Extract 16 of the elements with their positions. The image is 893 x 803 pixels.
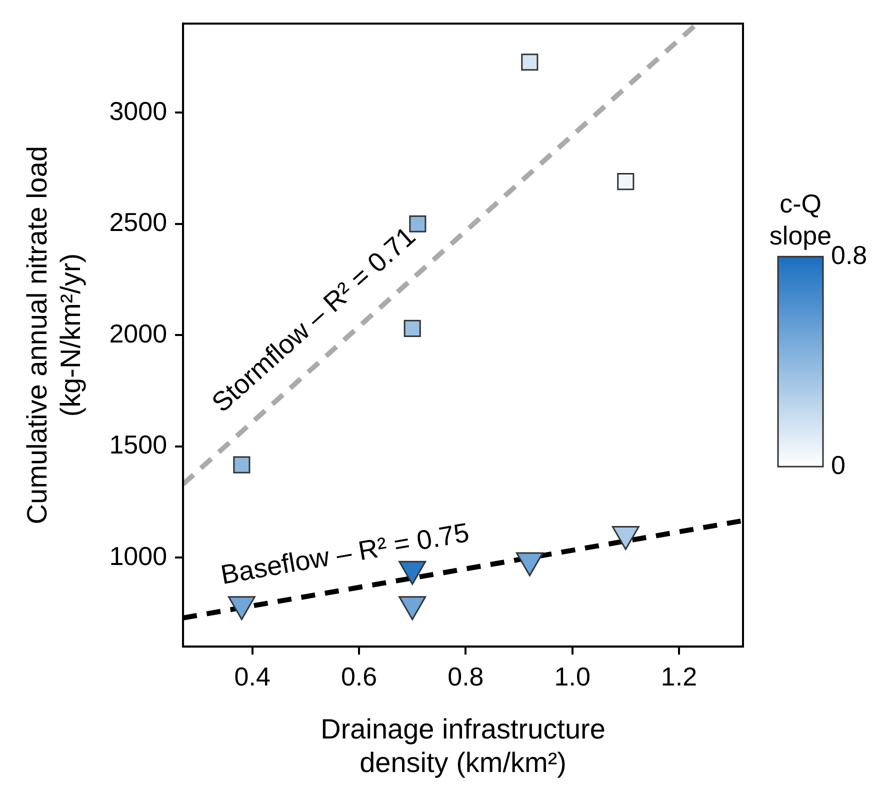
- x-tick-label: 0.6: [340, 661, 378, 692]
- y-axis-title: Cumulative annual nitrate load (kg-N/km²/yr): [22, 146, 86, 524]
- y-tick-label: 1000: [109, 540, 168, 571]
- x-axis-title: Drainage infrastructure density (km/km²): [320, 713, 606, 778]
- x-tick-label: 0.4: [234, 661, 270, 692]
- color-bar-label: 0: [831, 450, 846, 480]
- y-tick-label: 1500: [109, 430, 168, 460]
- color-bar-title: c-Q slope: [769, 188, 832, 251]
- x-tick-label: 1.0: [554, 661, 590, 692]
- x-tick-label: 1.2: [660, 661, 698, 692]
- y-tick-label: 2500: [109, 207, 168, 238]
- color-bar-label: 0.8: [831, 240, 868, 270]
- x-tick-label: 0.8: [448, 661, 484, 692]
- y-tick-label: 3000: [109, 96, 168, 126]
- y-tick-label: 2000: [109, 318, 168, 348]
- annotation: Baseflow – R² = 0.75: [218, 517, 472, 590]
